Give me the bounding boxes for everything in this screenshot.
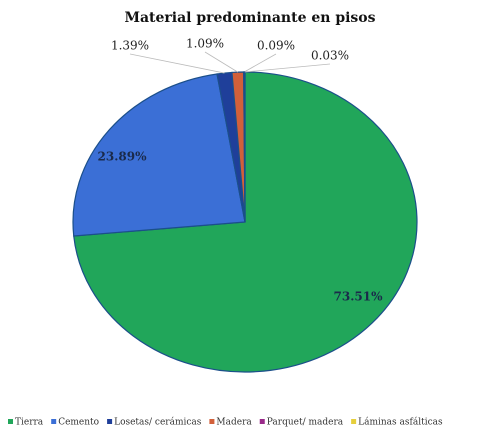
data-label: 1.09% xyxy=(186,37,224,51)
legend-swatch xyxy=(8,419,13,424)
legend-label: Madera xyxy=(216,418,252,428)
leader-line xyxy=(243,53,277,73)
legend-swatch xyxy=(209,419,215,424)
data-label: 23.89% xyxy=(98,150,148,164)
leader-line xyxy=(244,63,331,73)
legend-swatch xyxy=(351,419,357,424)
legend-swatch xyxy=(259,419,265,424)
data-label: 73.51% xyxy=(334,290,384,304)
pie-slice xyxy=(72,73,246,237)
chart-title: Material predominante en pisos xyxy=(124,10,375,26)
legend-label: Parquet/ madera xyxy=(267,418,344,428)
leader-line xyxy=(129,53,225,74)
legend-label: Losetas/ cerámicas xyxy=(114,417,202,428)
legend-label: Láminas asfálticas xyxy=(358,417,443,428)
data-label: 0.09% xyxy=(257,39,295,53)
data-label: 0.03% xyxy=(311,49,349,63)
leader-line xyxy=(204,51,239,73)
legend-swatch xyxy=(51,419,57,424)
data-label: 1.39% xyxy=(111,39,149,53)
legend-label: Tierra xyxy=(15,418,44,428)
legend-swatch xyxy=(107,419,113,424)
legend-label: Cemento xyxy=(58,418,99,428)
